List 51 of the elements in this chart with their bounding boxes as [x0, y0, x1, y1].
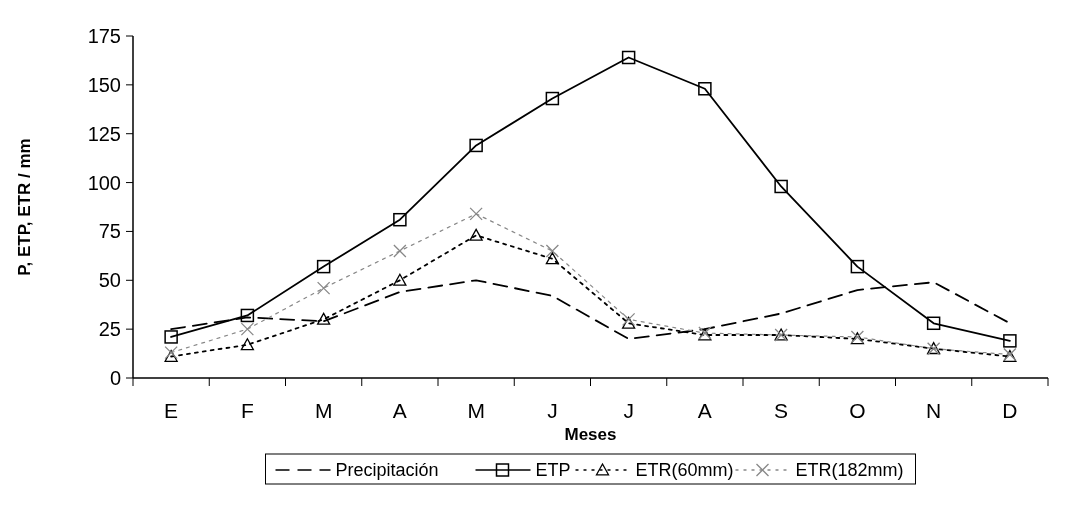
x-tick-label: M: [467, 399, 485, 422]
point: [1003, 334, 1017, 348]
point: [393, 212, 407, 227]
point: [545, 252, 560, 265]
legend-label: ETR(60mm): [635, 460, 734, 481]
x-tick-label: F: [240, 399, 254, 422]
legend-label: ETR(182mm): [795, 460, 904, 481]
point: [774, 179, 788, 194]
point: [545, 91, 560, 106]
x-tick-label: D: [1002, 399, 1018, 422]
point: [469, 228, 483, 241]
point: [469, 207, 483, 221]
y-tick-label: 75: [98, 220, 121, 243]
point: [240, 322, 255, 336]
y-tick-label: 175: [87, 25, 121, 47]
point: [316, 281, 331, 295]
point: [393, 273, 407, 286]
x-tick-label: A: [392, 399, 407, 422]
x-tick-label: J: [547, 399, 558, 422]
y-tick-label: 150: [87, 73, 121, 96]
point: [240, 338, 255, 351]
point: [164, 345, 178, 360]
y-tick-label: 100: [87, 171, 121, 194]
point: [240, 308, 255, 323]
point: [621, 50, 636, 65]
y-tick-label: 25: [98, 318, 121, 341]
y-axis-title: P, ETP, ETR / mm: [15, 138, 34, 276]
x-axis-title: Meses: [564, 425, 617, 444]
y-tick-label: 50: [98, 269, 121, 292]
point: [698, 82, 712, 96]
x-tick-label: E: [164, 399, 179, 422]
y-tick-label: 0: [109, 367, 121, 389]
legend-label: ETP: [535, 460, 571, 481]
point: [164, 349, 178, 362]
legend-label: Precipitación: [335, 460, 439, 481]
x-tick-label: O: [849, 399, 866, 422]
point: [926, 316, 941, 331]
y-tick-label: 125: [87, 122, 121, 145]
point: [316, 259, 331, 274]
x-tick-label: M: [314, 399, 333, 422]
point: [545, 244, 560, 258]
x-tick-label: N: [926, 399, 942, 422]
point: [469, 138, 483, 153]
point: [164, 330, 178, 344]
x-tick-label: S: [774, 399, 789, 422]
x-tick-label: J: [623, 399, 634, 422]
point: [393, 244, 407, 258]
point: [850, 259, 865, 274]
point: [621, 316, 636, 329]
point: [316, 312, 331, 325]
x-tick-label: A: [697, 399, 712, 422]
